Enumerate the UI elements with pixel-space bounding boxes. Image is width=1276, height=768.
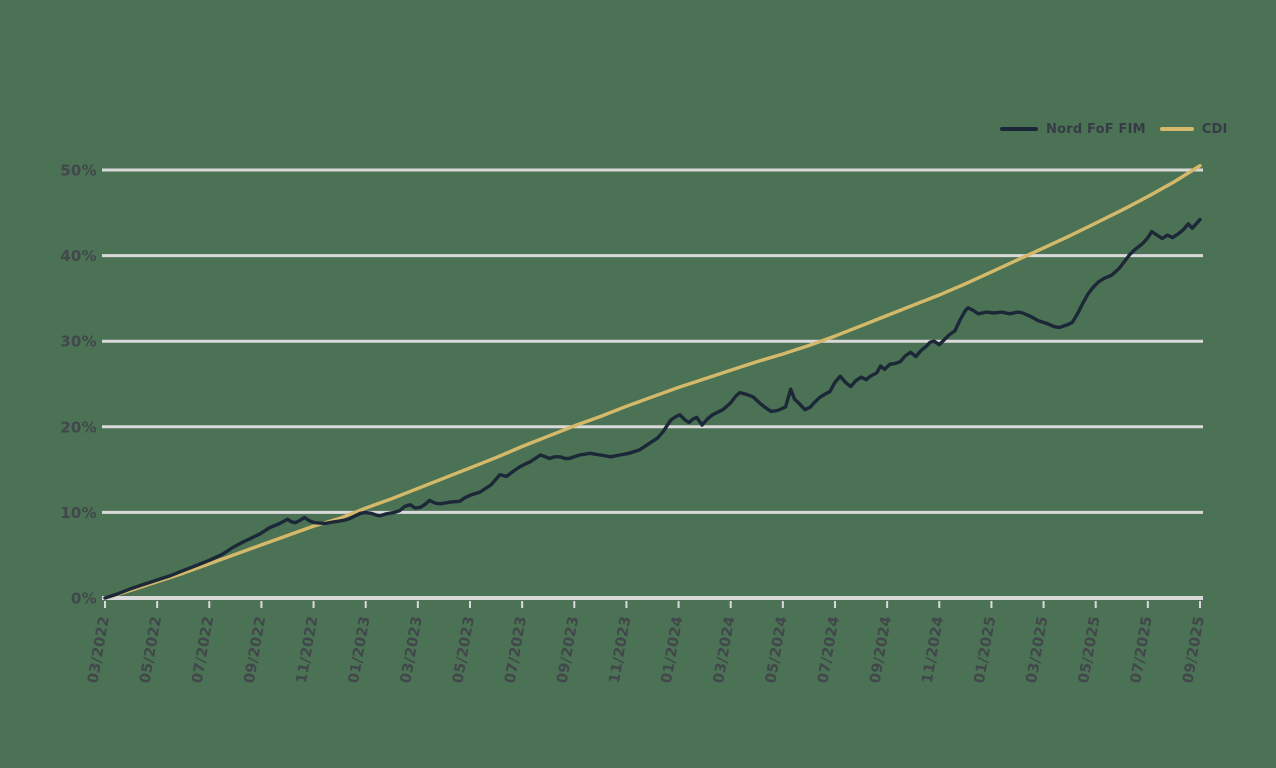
y-axis-tick-label: 20% xyxy=(60,418,97,436)
x-axis-tick-label: 05/2022 xyxy=(138,615,166,685)
legend-label-nord: Nord FoF FIM xyxy=(1046,121,1146,137)
legend-entry-cdi: CDI xyxy=(1159,121,1228,137)
x-axis-tick-label: 11/2023 xyxy=(607,615,635,685)
x-axis-tick-label: 09/2022 xyxy=(242,615,270,685)
x-axis-tick-label: 11/2024 xyxy=(920,615,948,685)
x-axis-tick-label: 07/2024 xyxy=(815,615,843,685)
x-axis-tick-label: 05/2024 xyxy=(763,615,791,685)
x-axis-tick-label: 09/2024 xyxy=(868,615,896,685)
x-axis-tick-label: 03/2024 xyxy=(711,615,739,685)
cdi-line-swatch-icon xyxy=(1159,127,1194,131)
x-axis-tick-label: 05/2023 xyxy=(450,615,478,685)
y-axis-tick-label: 50% xyxy=(60,162,97,180)
x-axis-tick-label: 03/2025 xyxy=(1024,615,1052,685)
y-axis-tick-label: 0% xyxy=(71,590,97,608)
x-axis-tick-label: 01/2024 xyxy=(659,615,687,685)
x-axis-tick-label: 09/2023 xyxy=(555,615,583,685)
x-axis-tick-label: 07/2022 xyxy=(190,615,218,685)
nord-line-swatch-icon xyxy=(1000,127,1038,131)
y-axis-tick-label: 30% xyxy=(60,333,97,351)
legend-label-cdi: CDI xyxy=(1201,121,1228,137)
x-axis-tick-label: 07/2023 xyxy=(503,615,531,685)
nord-fof-fim-line xyxy=(103,217,1202,600)
x-axis-tick-label: 05/2025 xyxy=(1076,615,1104,685)
x-axis-tick-label: 07/2025 xyxy=(1128,615,1156,685)
x-axis-tick-label: 11/2022 xyxy=(294,615,322,685)
legend-entry-nord: Nord FoF FIM xyxy=(1000,122,1146,137)
x-axis-tick-label: 01/2025 xyxy=(972,615,1000,685)
x-axis-tick-label: 01/2023 xyxy=(346,615,374,685)
y-axis-tick-label: 10% xyxy=(60,504,97,522)
x-axis-tick-label: 03/2023 xyxy=(398,615,426,685)
chart-legend: Nord FoF FIM CDI xyxy=(1000,121,1228,137)
x-axis-tick-label: 03/2022 xyxy=(85,615,113,685)
x-axis-tick-label: 09/2025 xyxy=(1180,615,1208,685)
y-axis-tick-label: 40% xyxy=(60,247,97,265)
cdi-line xyxy=(103,164,1202,600)
